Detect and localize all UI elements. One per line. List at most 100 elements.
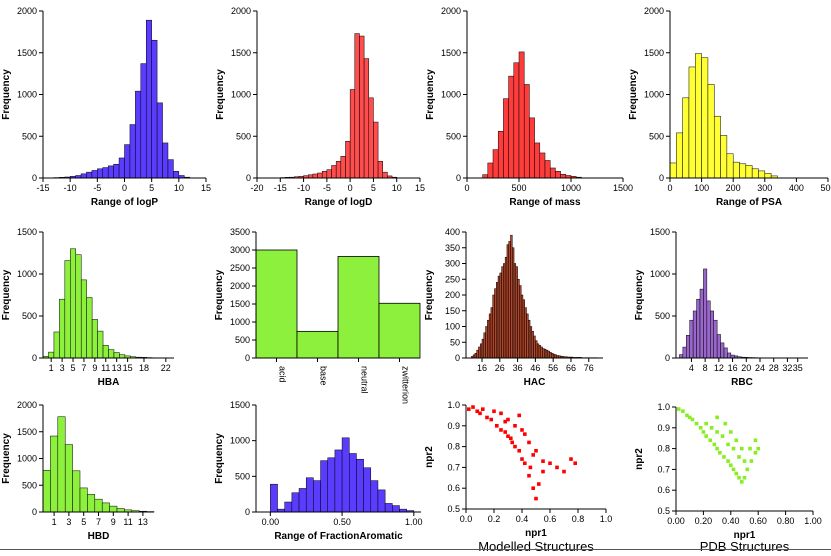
x-tick-label: 500 [511, 183, 526, 193]
bar [86, 297, 93, 359]
bar [284, 501, 293, 513]
x-tick-label: 16 [477, 363, 487, 373]
bar [359, 35, 365, 179]
bar [745, 165, 753, 179]
bar [504, 256, 508, 359]
scatter-point [734, 438, 739, 443]
bar [726, 153, 734, 179]
scatter-point [520, 428, 524, 432]
bar [713, 319, 718, 359]
bar [107, 165, 114, 179]
bar [173, 171, 180, 179]
bar [495, 282, 499, 359]
y-tick-label: 150 [445, 306, 460, 316]
bar [492, 149, 499, 179]
x-tick-label: 0.8 [572, 514, 585, 524]
bar [513, 62, 520, 179]
y-tick-label: 0.5 [447, 504, 460, 514]
scatter-point [715, 446, 719, 451]
x-tick-label: 200 [726, 183, 741, 193]
x-tick-label: 26 [495, 363, 505, 373]
bar [544, 160, 551, 179]
bar [109, 505, 118, 513]
bar [70, 248, 76, 359]
scatter-point [517, 413, 521, 418]
scatter-point [548, 461, 552, 466]
y-tick-label: 0 [659, 173, 664, 183]
bar [524, 307, 527, 359]
scatter-point [509, 436, 513, 441]
bar [331, 165, 337, 179]
bar [392, 505, 400, 513]
bar [503, 98, 509, 179]
scatter-point [723, 421, 728, 426]
bar [124, 144, 131, 179]
bar [703, 268, 708, 359]
bar [488, 313, 492, 359]
x-tick-label: 0 [667, 183, 672, 193]
y-axis-label: Frequency [634, 269, 645, 320]
bar [523, 84, 530, 179]
x-tick-label: 5 [71, 363, 76, 373]
scatter-point [541, 459, 545, 463]
y-tick-label: 1000 [644, 90, 664, 100]
bar [64, 444, 73, 513]
scatter-point [485, 415, 489, 420]
bar [542, 348, 545, 359]
x-tick-label: 22 [161, 363, 171, 373]
scatter-point [734, 471, 739, 476]
bar [337, 256, 380, 359]
x-tick-label: 11 [101, 363, 110, 373]
y-axis-label: npr2 [634, 448, 645, 470]
scatter-point [523, 432, 527, 436]
y-axis-label: Frequency [424, 269, 435, 320]
x-tick-label: 0 [348, 183, 353, 193]
y-tick-label: 1000 [650, 269, 670, 279]
bar [508, 75, 515, 179]
y-axis-label: Frequency [628, 69, 639, 120]
x-tick-label: 1500 [613, 183, 633, 193]
bar [688, 66, 696, 179]
y-tick-label: 500 [22, 480, 37, 490]
x-tick-label: 11 [123, 517, 132, 527]
y-tick-label: 0.8 [657, 444, 670, 454]
x-axis-label: Range of FractionAromatic [274, 531, 403, 542]
y-tick-label: 1.0 [657, 402, 670, 412]
bar [490, 307, 493, 359]
scatter-point [506, 434, 510, 438]
x-tick-label: 9 [92, 363, 97, 373]
bar [522, 299, 525, 359]
category-label: acid [278, 366, 288, 383]
bar [682, 97, 690, 179]
y-tick-label: 1000 [231, 90, 251, 100]
scatter-point [737, 475, 741, 480]
bar [512, 247, 515, 359]
chart-logp: 0 500 1000 1500 2000 -15 -10 -5 0 5 10 15 Range of l… [1, 6, 211, 208]
bar [485, 326, 488, 359]
x-tick-label: 3 [66, 517, 71, 527]
x-tick-label: 0.00 [667, 516, 685, 526]
bar [701, 57, 709, 179]
x-tick-label: 3 [60, 363, 65, 373]
x-tick-label: 13 [138, 517, 148, 527]
bar [487, 162, 494, 179]
x-tick-label: 9 [111, 517, 116, 527]
bar [676, 132, 683, 179]
scatter-point [745, 467, 750, 472]
x-tick-label: 7 [81, 363, 86, 373]
y-tick-label: 0 [32, 507, 37, 517]
y-axis-label: Frequency [214, 433, 225, 484]
x-tick-label: 8 [703, 363, 708, 373]
scatter-point [726, 442, 730, 447]
bar [72, 470, 81, 513]
bar [335, 161, 342, 179]
scatter-point [690, 417, 695, 422]
bar [706, 300, 711, 359]
bar [156, 102, 163, 179]
category-label: neutral [360, 366, 370, 394]
x-tick-label: 1 [49, 363, 54, 373]
scatter-point [495, 424, 499, 428]
bar [378, 302, 421, 359]
scatter-point [537, 482, 541, 486]
y-tick-label: 0 [245, 353, 250, 363]
